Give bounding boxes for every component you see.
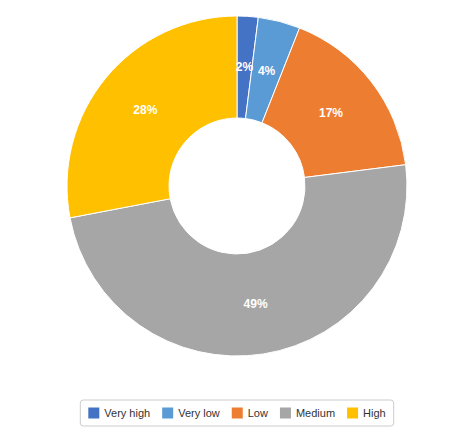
legend-label: Medium [296, 407, 335, 419]
legend-swatch [280, 408, 291, 419]
legend-swatch [232, 408, 243, 419]
chart: 2% 4% 17% 49% 28% Very high Very low Low Medium H… [0, 0, 474, 436]
data-label: 17% [319, 106, 343, 120]
legend-label: Very high [104, 407, 150, 419]
data-label: 49% [244, 297, 268, 311]
data-labels: 2% 4% 17% 49% 28% [133, 60, 343, 310]
legend-frame [80, 400, 393, 426]
legend-label: Very low [178, 407, 220, 419]
legend-swatch [347, 408, 358, 419]
slice [262, 28, 406, 178]
legend-swatch [162, 408, 173, 419]
data-label: 4% [258, 64, 276, 78]
legend: Very high Very low Low Medium High [80, 400, 393, 426]
data-label: 28% [133, 103, 157, 117]
legend-label: High [363, 407, 386, 419]
slices [67, 16, 407, 356]
legend-swatch [88, 408, 99, 419]
slice [67, 16, 237, 218]
legend-label: Low [248, 407, 268, 419]
data-label: 2% [236, 60, 254, 74]
